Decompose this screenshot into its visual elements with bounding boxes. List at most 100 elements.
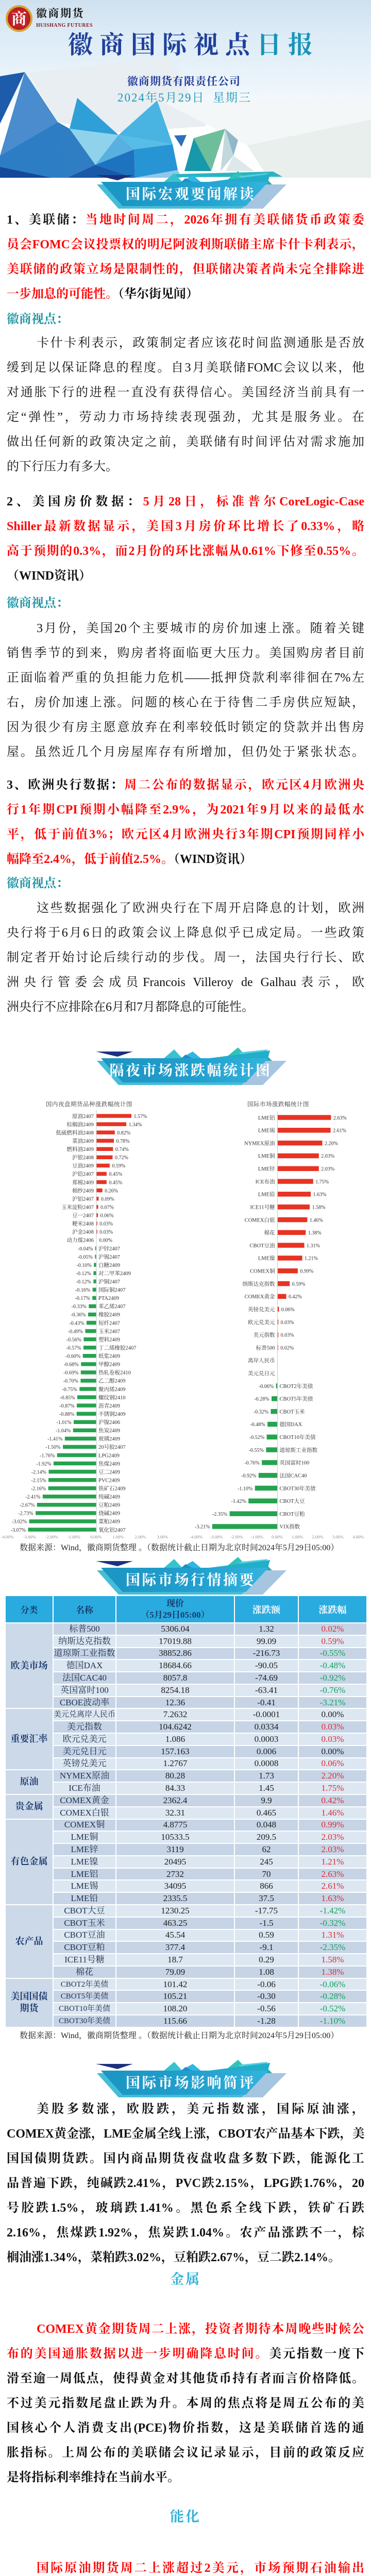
svg-text:1.21%: 1.21%: [305, 1256, 318, 1262]
svg-text:0.07%: 0.07%: [100, 1205, 114, 1210]
svg-text:沪银2408: 沪银2408: [72, 1154, 94, 1161]
svg-text:1.38%: 1.38%: [308, 1230, 322, 1236]
svg-text:-3.21%: -3.21%: [195, 1524, 210, 1530]
svg-text:-0.75%: -0.75%: [62, 1387, 77, 1393]
svg-text:国际铜2407: 国际铜2407: [98, 1286, 126, 1293]
svg-text:铁矿石2409: 铁矿石2409: [98, 1485, 126, 1492]
svg-text:-0.76%: -0.76%: [244, 1461, 259, 1466]
svg-text:VIX指数: VIX指数: [280, 1523, 300, 1530]
svg-text:-0.17%: -0.17%: [75, 1296, 90, 1301]
svg-text:CBOT10年美债: CBOT10年美债: [280, 1434, 316, 1440]
svg-text:燃料油2409: 燃料油2409: [67, 1146, 94, 1153]
svg-text:螺纹钢2410: 螺纹钢2410: [98, 1394, 126, 1401]
svg-text:-2.73%: -2.73%: [18, 1511, 33, 1517]
svg-text:-2.35%: -2.35%: [212, 1512, 227, 1517]
svg-text:沪金2408: 沪金2408: [72, 1229, 94, 1235]
svg-text:1.34%: 1.34%: [129, 1122, 142, 1128]
svg-text:-2.00%: -2.00%: [230, 1534, 243, 1539]
svg-text:0.09%: 0.09%: [101, 1196, 114, 1202]
svg-text:LME锌: LME锌: [258, 1165, 275, 1172]
svg-text:标普500: 标普500: [256, 1344, 275, 1351]
svg-text:-0.52%: -0.52%: [249, 1435, 264, 1440]
svg-text:4.00%: 4.00%: [352, 1534, 364, 1539]
svg-text:国内夜盘期货品种涨跌幅统计图: 国内夜盘期货品种涨跌幅统计图: [46, 1100, 132, 1108]
svg-text:COMEX铜: COMEX铜: [250, 1268, 275, 1275]
svg-text:0.06%: 0.06%: [281, 1307, 295, 1313]
svg-text:-3.00%: -3.00%: [210, 1534, 223, 1539]
svg-text:德国DAX: 德国DAX: [280, 1421, 302, 1428]
svg-text:3.00%: 3.00%: [157, 1534, 168, 1539]
svg-text:-0.57%: -0.57%: [66, 1345, 81, 1351]
svg-text:-3.02%: -3.02%: [12, 1519, 27, 1525]
svg-text:ICE布油: ICE布油: [256, 1178, 275, 1185]
svg-text:-1.00%: -1.00%: [250, 1534, 263, 1539]
svg-text:豆二2409: 豆二2409: [98, 1469, 120, 1475]
svg-text:美元兑日元: 美元兑日元: [248, 1370, 275, 1377]
svg-text:白糖2409: 白糖2409: [98, 1262, 120, 1268]
svg-text:CBOT豆粕: CBOT豆粕: [280, 1511, 305, 1517]
svg-text:玻璃2409: 玻璃2409: [98, 1435, 120, 1442]
svg-text:-0.60%: -0.60%: [65, 1354, 80, 1360]
svg-text:-0.32%: -0.32%: [254, 1409, 268, 1415]
svg-text:-0.48%: -0.48%: [250, 1422, 265, 1428]
svg-text:-0.04%: -0.04%: [78, 1246, 93, 1252]
svg-text:-0.16%: -0.16%: [75, 1287, 90, 1293]
svg-text:0.59%: 0.59%: [292, 1281, 306, 1287]
svg-text:-4.00%: -4.00%: [1, 1534, 14, 1539]
svg-text:橡胶2409: 橡胶2409: [98, 1311, 120, 1318]
svg-text:COMEX黄金: COMEX黄金: [245, 1293, 275, 1300]
svg-text:-0.70%: -0.70%: [63, 1379, 78, 1384]
svg-text:1.57%: 1.57%: [134, 1114, 147, 1120]
svg-text:-1.92%: -1.92%: [36, 1461, 51, 1467]
svg-text:20号胶2407: 20号胶2407: [98, 1444, 126, 1450]
svg-text:1.46%: 1.46%: [310, 1217, 323, 1223]
svg-text:ICE11号糖: ICE11号糖: [250, 1204, 275, 1210]
svg-text:CBOT2年美债: CBOT2年美债: [280, 1383, 313, 1389]
svg-text:CBOT5年美债: CBOT5年美债: [280, 1396, 313, 1402]
svg-text:棉花: 棉花: [264, 1229, 275, 1236]
svg-text:2.61%: 2.61%: [333, 1128, 346, 1134]
svg-text:-0.87%: -0.87%: [59, 1403, 74, 1409]
svg-text:2.63%: 2.63%: [333, 1115, 347, 1121]
svg-text:1.00%: 1.00%: [292, 1534, 303, 1539]
svg-text:法国CAC40: 法国CAC40: [280, 1472, 307, 1479]
svg-text:-0.55%: -0.55%: [249, 1448, 264, 1453]
svg-text:-1.10%: -1.10%: [238, 1486, 252, 1492]
svg-text:玉米淀粉2407: 玉米淀粉2407: [61, 1204, 94, 1210]
svg-text:0.42%: 0.42%: [289, 1294, 302, 1300]
svg-text:英国富时100: 英国富时100: [280, 1460, 310, 1466]
svg-text:-0.06%: -0.06%: [259, 1384, 274, 1389]
svg-text:氧化铝2407: 氧化铝2407: [98, 1527, 126, 1533]
svg-text:-0.92%: -0.92%: [241, 1473, 256, 1479]
svg-text:沪铝2407: 沪铝2407: [72, 1195, 94, 1202]
svg-text:-1.04%: -1.04%: [56, 1428, 71, 1434]
svg-text:棕榈油2409: 棕榈油2409: [67, 1121, 94, 1128]
svg-text:热轧卷板2410: 热轧卷板2410: [98, 1369, 131, 1376]
svg-text:PTA2409: PTA2409: [98, 1296, 119, 1301]
svg-text:0.00%: 0.00%: [91, 1534, 102, 1539]
svg-text:CBOT大豆: CBOT大豆: [280, 1498, 306, 1504]
svg-text:-0.68%: -0.68%: [64, 1362, 79, 1368]
svg-text:-2.15%: -2.15%: [31, 1478, 46, 1483]
svg-text:-2.14%: -2.14%: [31, 1469, 46, 1475]
svg-text:0.26%: 0.26%: [105, 1188, 118, 1194]
svg-text:1.63%: 1.63%: [313, 1192, 327, 1198]
svg-text:郑棉2409: 郑棉2409: [72, 1179, 94, 1185]
svg-text:-1.76%: -1.76%: [40, 1453, 55, 1459]
svg-text:0.45%: 0.45%: [109, 1180, 122, 1185]
svg-text:0.06%: 0.06%: [100, 1213, 114, 1219]
svg-text:沥青2409: 沥青2409: [98, 1402, 120, 1409]
svg-text:2.03%: 2.03%: [321, 1166, 334, 1172]
svg-text:沪锌2407: 沪锌2407: [98, 1245, 120, 1252]
svg-text:-4.00%: -4.00%: [190, 1534, 203, 1539]
svg-text:低硫燃料油2408: 低硫燃料油2408: [56, 1129, 94, 1136]
svg-text:不锈钢2409: 不锈钢2409: [98, 1411, 126, 1417]
svg-text:0.03%: 0.03%: [281, 1320, 294, 1326]
svg-text:乙二醇2409: 乙二醇2409: [98, 1378, 126, 1384]
svg-text:对二甲苯2409: 对二甲苯2409: [98, 1270, 131, 1277]
svg-text:-2.16%: -2.16%: [31, 1486, 46, 1492]
svg-text:英镑兑美元: 英镑兑美元: [248, 1306, 275, 1313]
svg-text:CBOT30年美债: CBOT30年美债: [280, 1485, 316, 1492]
svg-text:-0.85%: -0.85%: [60, 1395, 75, 1401]
svg-text:烧碱2409: 烧碱2409: [98, 1510, 120, 1517]
